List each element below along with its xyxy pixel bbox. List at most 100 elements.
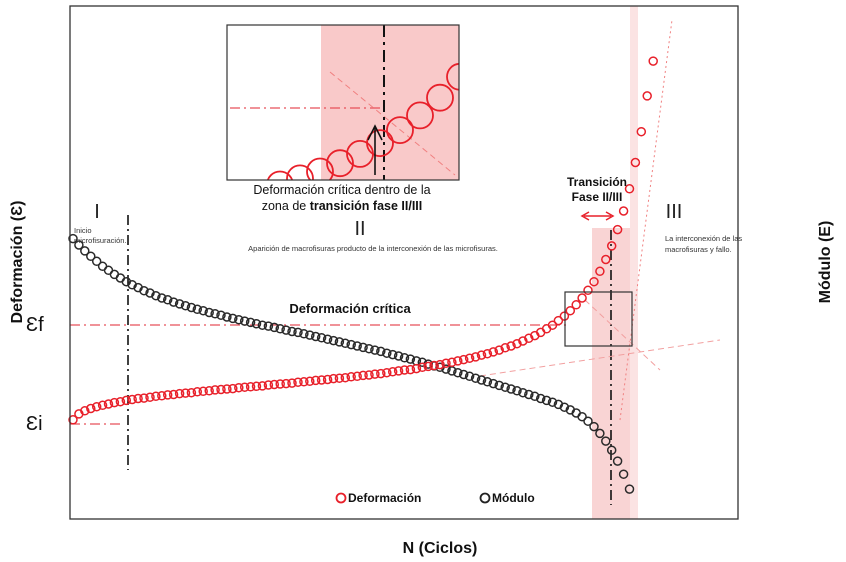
inset-deformacion-point-2 (306, 157, 334, 180)
modulo-point-26 (222, 312, 232, 322)
deformacion-point-2 (80, 406, 90, 416)
modulo-point-88 (589, 421, 599, 432)
deformacion-point-58 (411, 363, 422, 374)
modulo-point-63 (441, 364, 451, 374)
deformacion-point-67 (464, 353, 475, 363)
transition-double-arrow (580, 211, 615, 221)
deformacion-point-29 (239, 382, 250, 392)
modulo-point-25 (216, 310, 226, 320)
deformacion-point-49 (358, 370, 368, 381)
modulo-point-72 (494, 380, 504, 391)
modulo-point-52 (376, 346, 386, 357)
deformacion-point-93 (618, 206, 629, 216)
modulo-point-31 (251, 319, 262, 329)
deformacion-point-75 (512, 338, 522, 349)
deformacion-point-85 (571, 300, 581, 310)
deformacion-point-18 (174, 388, 185, 399)
modulo-point-43 (322, 334, 333, 344)
deformacion-point-45 (334, 373, 345, 383)
deformacion-point-36 (281, 378, 291, 389)
deformacion-point-65 (453, 356, 463, 366)
deformacion-point-40 (305, 376, 315, 387)
y-axis-left-label: Deformación (Ɛ) (9, 201, 26, 324)
deformacion-point-47 (346, 372, 356, 382)
inset-panel (226, 24, 460, 181)
modulo-point-40 (305, 330, 315, 340)
modulo-point-77 (524, 389, 534, 400)
modulo-point-35 (275, 324, 285, 334)
modulo-point-81 (547, 397, 558, 407)
deformacion-point-3 (86, 403, 96, 414)
modulo-point-45 (334, 337, 345, 347)
deformacion-point-5 (97, 400, 108, 411)
modulo-point-79 (535, 393, 546, 404)
deformacion-point-91 (606, 241, 617, 251)
modulo-point-15 (157, 293, 167, 303)
deformacion-series (68, 56, 658, 425)
deformacion-point-16 (162, 390, 173, 400)
deformacion-point-38 (293, 377, 303, 387)
inset-deformacion-point-8 (426, 83, 454, 112)
deformacion-point-56 (399, 365, 410, 375)
x-axis-label: N (Ciclos) (403, 540, 478, 557)
phase-one-note: Inicio microfisuración. (74, 226, 127, 245)
deformacion-point-48 (352, 371, 362, 382)
deformacion-point-59 (417, 362, 428, 373)
deformacion-point-0 (68, 415, 78, 425)
modulo-point-71 (488, 378, 499, 389)
deformacion-point-61 (429, 360, 439, 371)
deformacion-point-8 (115, 396, 126, 407)
modulo-point-41 (310, 331, 321, 342)
deformacion-point-71 (488, 347, 499, 357)
legend-deformacion-label: Deformación (348, 491, 421, 505)
deformacion-point-55 (393, 366, 404, 376)
modulo-point-13 (145, 288, 155, 298)
modulo-point-68 (470, 373, 481, 383)
modulo-point-87 (583, 416, 593, 426)
deformacion-point-32 (257, 381, 268, 391)
deformacion-point-42 (316, 375, 327, 385)
deformacion-point-21 (192, 387, 203, 397)
deformacion-point-68 (470, 352, 481, 362)
modulo-point-12 (139, 285, 149, 296)
deformacion-point-30 (245, 382, 256, 392)
deformacion-point-73 (500, 343, 510, 353)
modulo-point-78 (530, 391, 540, 402)
modulo-point-39 (299, 329, 309, 339)
modulo-point-17 (168, 297, 179, 307)
legend-modulo-marker (479, 492, 491, 504)
inset-deformacion-point-7 (406, 101, 434, 130)
phase-two-numeral: II (354, 218, 365, 240)
inset-deformacion-circles (266, 62, 459, 180)
deformacion-point-95 (630, 157, 641, 168)
deformacion-point-35 (275, 379, 285, 389)
modulo-point-92 (612, 456, 623, 466)
y-axis-right-label: Módulo (E) (817, 221, 834, 304)
modulo-point-28 (234, 314, 244, 325)
modulo-point-27 (228, 313, 238, 324)
modulo-point-66 (458, 369, 469, 380)
modulo-point-4 (91, 256, 102, 267)
deformacion-point-6 (103, 399, 114, 409)
modulo-point-57 (405, 354, 416, 364)
deformacion-point-44 (328, 373, 339, 384)
deformacion-point-12 (139, 393, 149, 403)
critical-strain-label: Deformación crítica (289, 301, 411, 316)
modulo-point-36 (281, 325, 291, 335)
deformacion-point-24 (210, 385, 220, 395)
modulo-point-74 (506, 384, 516, 394)
deformacion-point-17 (168, 389, 179, 400)
modulo-point-94 (624, 484, 635, 494)
deformacion-point-41 (310, 375, 321, 386)
modulo-point-73 (500, 382, 510, 392)
deformacion-point-88 (589, 276, 599, 287)
deformacion-point-63 (441, 358, 451, 368)
modulo-point-51 (370, 345, 380, 355)
deformacion-point-96 (636, 126, 647, 137)
legend-deformacion-marker (335, 492, 347, 504)
plot-frame (69, 5, 739, 520)
deformacion-point-92 (612, 224, 623, 235)
deformacion-point-80 (541, 324, 552, 334)
phase-two-note: Aparición de macrofisuras producto de la… (248, 244, 498, 253)
deformacion-point-97 (642, 91, 652, 101)
